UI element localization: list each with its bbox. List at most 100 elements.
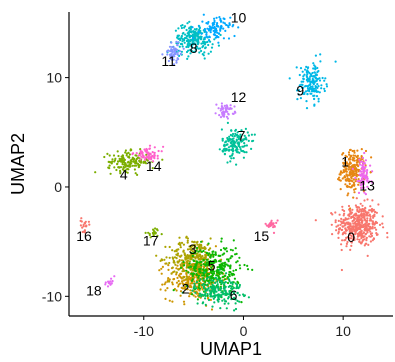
y-tick-label: -10 bbox=[42, 288, 62, 304]
cluster-0-point bbox=[334, 211, 337, 214]
cluster-5-point bbox=[205, 279, 208, 282]
cluster-14-point bbox=[144, 157, 147, 160]
cluster-1-point bbox=[360, 155, 363, 158]
cluster-13-point bbox=[365, 175, 368, 178]
cluster-5-point bbox=[198, 268, 201, 271]
cluster-0-point bbox=[360, 217, 363, 220]
cluster-2-point bbox=[179, 294, 182, 297]
cluster-5-point bbox=[202, 274, 206, 277]
cluster-0-point bbox=[370, 234, 374, 237]
cluster-1-point bbox=[341, 177, 344, 180]
cluster-2-point bbox=[161, 283, 164, 286]
cluster-6-point bbox=[218, 279, 222, 282]
cluster-6-point bbox=[229, 292, 232, 295]
cluster-4-point bbox=[148, 161, 151, 164]
cluster-5-point bbox=[182, 260, 185, 264]
cluster-1-point bbox=[356, 154, 359, 157]
cluster-5-point bbox=[185, 284, 188, 287]
cluster-5-point bbox=[197, 274, 201, 277]
y-axis-title: UMAP2 bbox=[8, 133, 28, 195]
cluster-8-point bbox=[217, 44, 220, 47]
cluster-9-point bbox=[299, 97, 302, 100]
cluster-5-point bbox=[208, 252, 211, 255]
cluster-6-point bbox=[208, 289, 211, 292]
cluster-0-point bbox=[345, 245, 348, 248]
cluster-11-point bbox=[176, 43, 179, 47]
cluster-14-point bbox=[153, 154, 156, 158]
cluster-label-17: 17 bbox=[143, 232, 159, 248]
cluster-0-point bbox=[372, 221, 375, 224]
cluster-5-point bbox=[231, 249, 234, 252]
cluster-0-point bbox=[386, 231, 389, 235]
cluster-1-point bbox=[353, 167, 356, 171]
cluster-0-point bbox=[369, 209, 372, 212]
cluster-10-point bbox=[231, 25, 234, 28]
cluster-8-point bbox=[196, 35, 199, 38]
cluster-5-point bbox=[211, 264, 214, 267]
cluster-2-point bbox=[189, 289, 192, 292]
cluster-11-point bbox=[172, 46, 175, 49]
cluster-2-point bbox=[175, 281, 179, 284]
cluster-7-point bbox=[236, 136, 239, 139]
cluster-1-point bbox=[355, 175, 358, 178]
cluster-7-point bbox=[227, 146, 230, 149]
cluster-9-point bbox=[295, 66, 298, 69]
cluster-6-point bbox=[225, 272, 228, 275]
cluster-6-point bbox=[216, 293, 219, 296]
cluster-3-point bbox=[186, 239, 189, 242]
cluster-6-point bbox=[247, 296, 250, 299]
cluster-0-point bbox=[372, 216, 375, 219]
cluster-3-point bbox=[172, 259, 175, 262]
cluster-6-point bbox=[213, 301, 216, 304]
cluster-9-point bbox=[319, 60, 322, 63]
cluster-5-point bbox=[183, 264, 186, 267]
cluster-10-point bbox=[200, 32, 203, 35]
cluster-10-point bbox=[205, 33, 208, 36]
cluster-13-point bbox=[358, 158, 361, 161]
cluster-8-point bbox=[187, 33, 190, 36]
cluster-14-point bbox=[157, 149, 160, 153]
cluster-0-point bbox=[362, 216, 365, 219]
cluster-9-point bbox=[306, 66, 309, 70]
cluster-3-point bbox=[185, 278, 188, 281]
cluster-2-point bbox=[176, 276, 179, 279]
cluster-5-point bbox=[204, 268, 207, 271]
cluster-7-point bbox=[245, 138, 248, 141]
cluster-5-point bbox=[230, 255, 233, 258]
cluster-8-point bbox=[199, 29, 202, 32]
cluster-7-point bbox=[226, 121, 229, 124]
cluster-7-point bbox=[227, 140, 230, 143]
cluster-6-point bbox=[223, 302, 226, 305]
cluster-0-point bbox=[330, 223, 333, 226]
cluster-12-point bbox=[218, 114, 221, 117]
cluster-8-point bbox=[219, 33, 222, 37]
cluster-1-point bbox=[353, 183, 356, 186]
cluster-6-point bbox=[227, 295, 230, 299]
cluster-2-point bbox=[183, 303, 186, 306]
cluster-2-point bbox=[184, 283, 187, 286]
cluster-1-point bbox=[370, 156, 373, 159]
cluster-2-point bbox=[180, 276, 183, 279]
cluster-2-point bbox=[198, 289, 201, 292]
cluster-9-point bbox=[306, 77, 309, 80]
cluster-10-point bbox=[211, 26, 214, 29]
cluster-8-point bbox=[185, 35, 188, 38]
cluster-6-point bbox=[232, 286, 235, 289]
cluster-1-point bbox=[344, 164, 347, 167]
cluster-5-point bbox=[206, 251, 209, 255]
cluster-7-point bbox=[242, 156, 245, 159]
cluster-5-point bbox=[185, 269, 188, 272]
cluster-9-point bbox=[318, 79, 322, 82]
cluster-11-points bbox=[161, 40, 185, 66]
cluster-7-point bbox=[230, 129, 233, 132]
cluster-0-point bbox=[351, 231, 354, 234]
cluster-6-point bbox=[227, 277, 230, 281]
cluster-0-point bbox=[356, 228, 360, 231]
cluster-7-point bbox=[231, 132, 235, 136]
cluster-16-point bbox=[87, 220, 90, 223]
cluster-5-point bbox=[195, 246, 199, 250]
cluster-8-point bbox=[207, 52, 210, 55]
cluster-14-point bbox=[141, 156, 145, 159]
cluster-6-point bbox=[181, 291, 184, 294]
cluster-3-point bbox=[196, 243, 199, 246]
